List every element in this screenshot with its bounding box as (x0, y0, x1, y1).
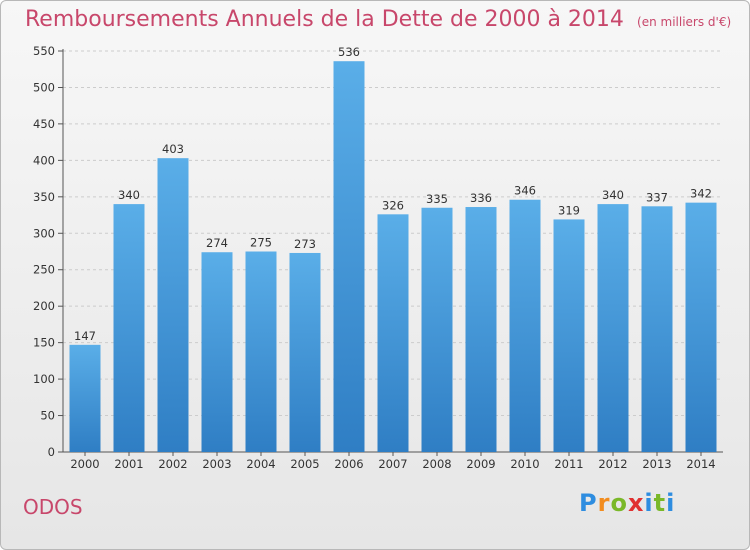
x-tick-label-2008: 2008 (422, 457, 451, 471)
bar-2013 (641, 206, 673, 452)
bar-2011 (553, 219, 585, 452)
value-label-2013: 337 (646, 190, 668, 204)
chart-unit: (en milliers d'€) (637, 15, 732, 29)
value-label-2007: 326 (382, 198, 404, 212)
chart-title: Remboursements Annuels de la Dette de 20… (25, 7, 731, 32)
bar-2010 (509, 199, 541, 452)
x-tick-label-2009: 2009 (466, 457, 495, 471)
bar-2009 (465, 207, 497, 452)
x-tick-label-2002: 2002 (158, 457, 187, 471)
y-tick-label: 0 (48, 445, 55, 459)
y-tick-label: 350 (33, 190, 55, 204)
x-tick-label-2006: 2006 (334, 457, 363, 471)
bars (69, 61, 717, 452)
value-label-2001: 340 (118, 188, 140, 202)
y-tick-label: 50 (40, 409, 55, 423)
value-label-2010: 346 (514, 184, 536, 198)
y-tick-label: 550 (33, 44, 55, 58)
y-tick-label: 450 (33, 117, 55, 131)
value-label-2004: 275 (250, 236, 272, 250)
bar-2008 (421, 207, 453, 452)
x-tick-label-2014: 2014 (686, 457, 715, 471)
value-label-2011: 319 (558, 203, 580, 217)
value-label-2009: 336 (470, 191, 492, 205)
y-tick-label: 500 (33, 80, 55, 94)
x-tick-label-2013: 2013 (642, 457, 671, 471)
value-label-2002: 403 (162, 142, 184, 156)
x-tick-label-2000: 2000 (70, 457, 99, 471)
bar-2007 (377, 214, 409, 452)
y-tick-label: 250 (33, 263, 55, 277)
value-label-2003: 274 (206, 236, 228, 250)
bar-2003 (201, 252, 233, 452)
bar-2014 (685, 202, 717, 452)
x-tick-label-2004: 2004 (246, 457, 275, 471)
y-tick-label: 300 (33, 226, 55, 240)
y-tick-label: 150 (33, 336, 55, 350)
bar-2001 (113, 204, 145, 452)
chart-title-text: Remboursements Annuels de la Dette de 20… (25, 7, 624, 32)
value-label-2006: 536 (338, 45, 360, 59)
bar-2002 (157, 158, 189, 452)
x-tick-label-2010: 2010 (510, 457, 539, 471)
bar-2012 (597, 204, 629, 452)
labels: 147 2000 340 2001 403 2002 274 2003 275 2004 273 20… (70, 45, 715, 471)
value-label-2008: 335 (426, 192, 448, 206)
x-tick-label-2012: 2012 (598, 457, 627, 471)
value-label-2012: 340 (602, 188, 624, 202)
value-label-2005: 273 (294, 237, 316, 251)
proxiti-logo: Proxiti (579, 489, 676, 517)
commune-name: ODOS (23, 495, 83, 519)
x-tick-label-2005: 2005 (290, 457, 319, 471)
bar-2006 (333, 61, 365, 452)
y-tick-label: 200 (33, 299, 55, 313)
bar-2004 (245, 251, 277, 452)
value-label-2000: 147 (74, 329, 96, 343)
bar-2005 (289, 252, 321, 452)
value-label-2014: 342 (690, 187, 712, 201)
x-tick-label-2003: 2003 (202, 457, 231, 471)
y-tick-label: 400 (33, 153, 55, 167)
y-tick-label: 100 (33, 372, 55, 386)
x-tick-label-2011: 2011 (554, 457, 583, 471)
x-tick-label-2001: 2001 (114, 457, 143, 471)
x-tick-label-2007: 2007 (378, 457, 407, 471)
bar-2000 (69, 344, 101, 452)
